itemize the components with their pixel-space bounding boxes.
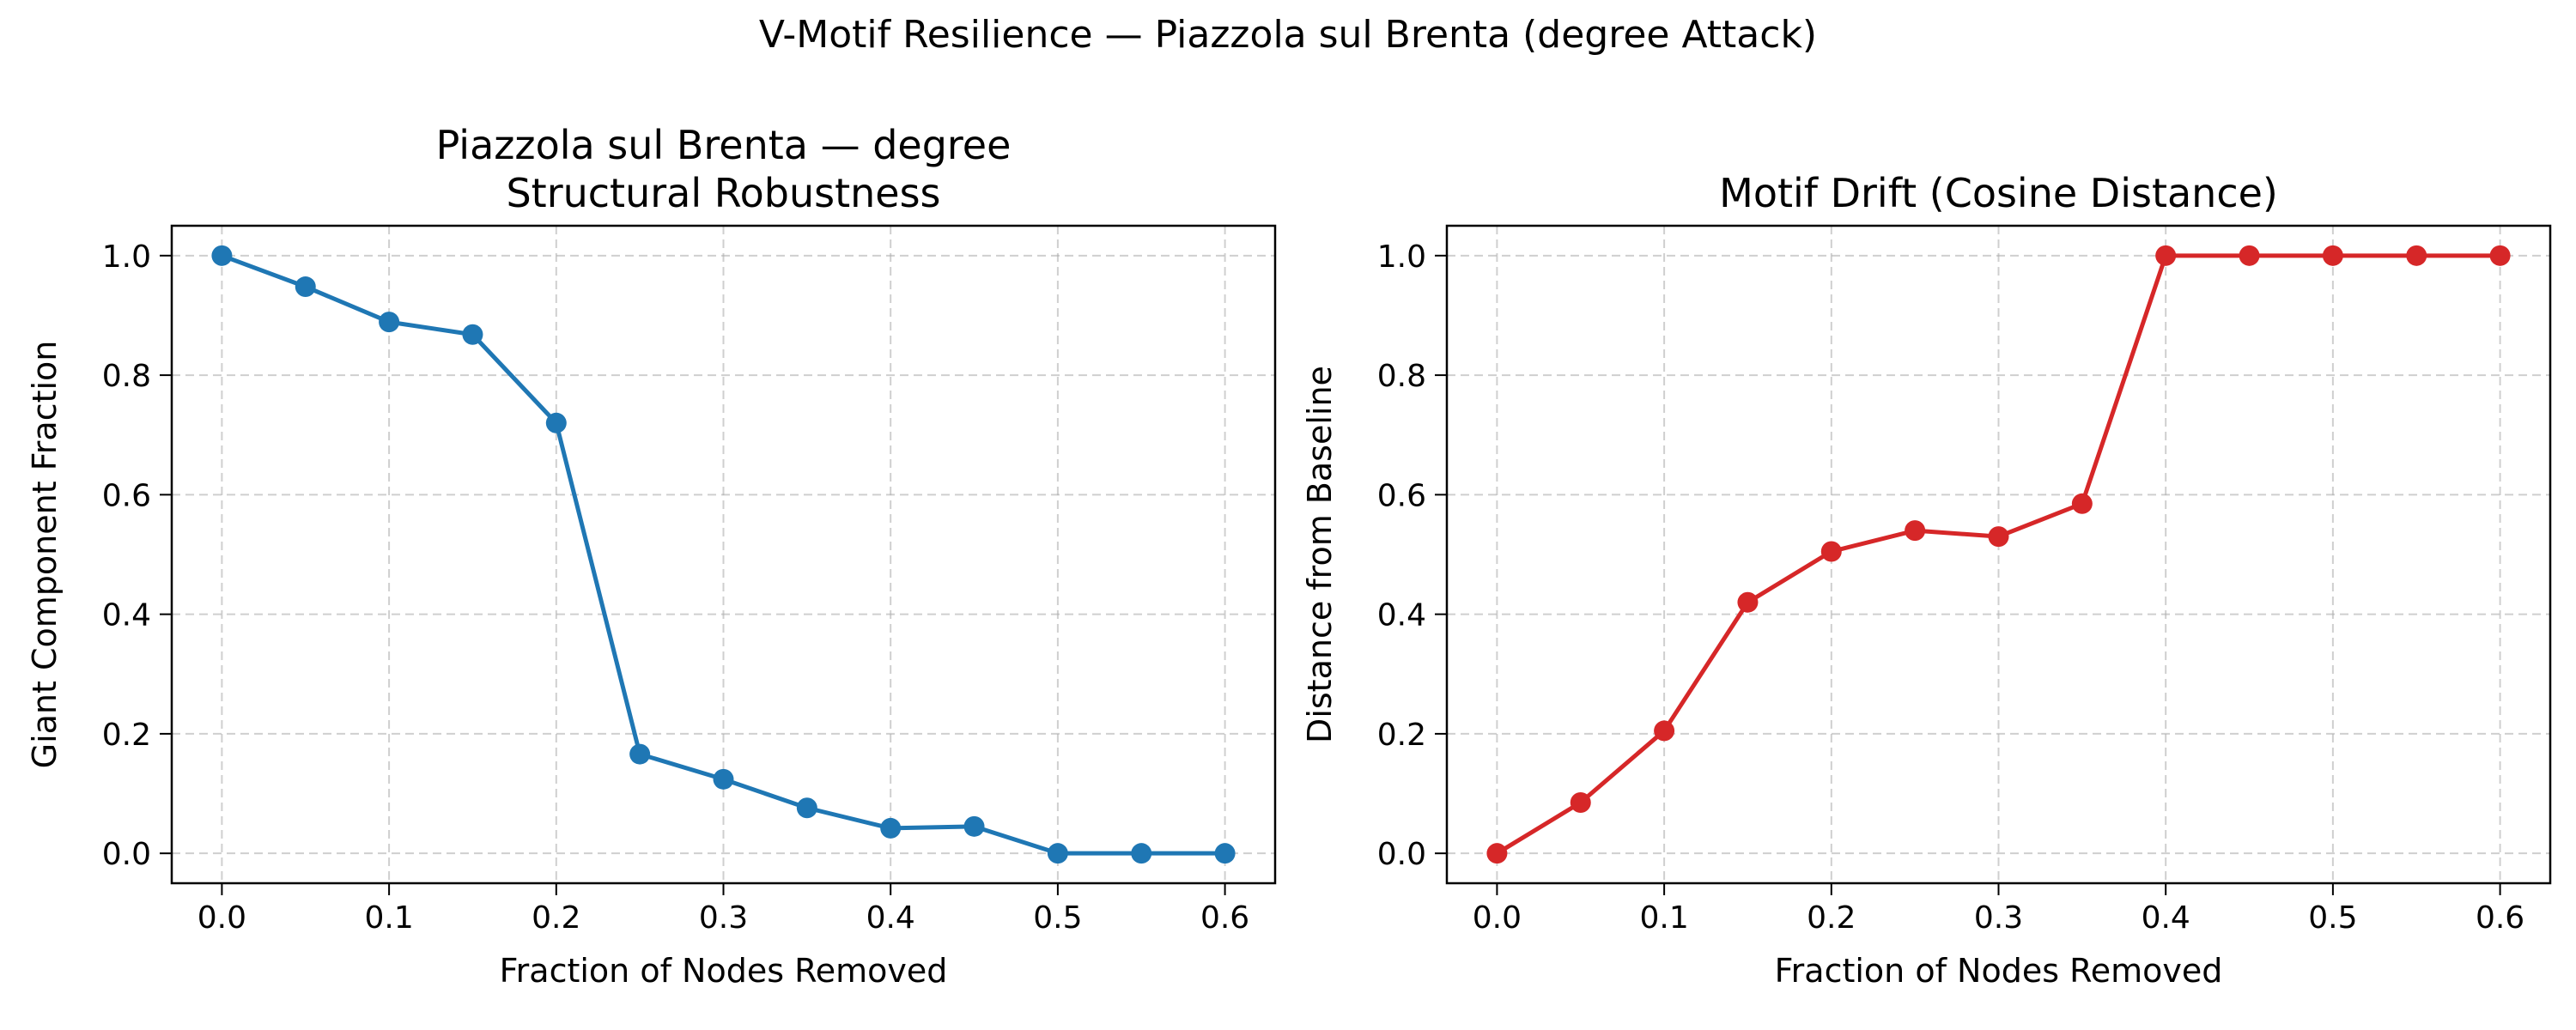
- data-point: [880, 817, 902, 839]
- x-tick-label: 0.3: [699, 900, 748, 936]
- data-point: [796, 797, 817, 819]
- data-point: [1570, 791, 1591, 813]
- y-tick-label: 0.0: [1377, 837, 1426, 872]
- data-point: [2239, 245, 2260, 266]
- data-point: [545, 412, 567, 433]
- x-tick-label: 0.6: [1200, 900, 1249, 936]
- y-axis-label: Giant Component Fraction: [26, 341, 64, 769]
- y-axis-label: Distance from Baseline: [1301, 366, 1339, 743]
- data-point: [379, 312, 400, 333]
- data-point: [1905, 520, 1926, 542]
- y-tick-label: 0.2: [1377, 718, 1426, 753]
- y-tick-label: 0.2: [102, 718, 151, 753]
- data-point: [713, 768, 734, 790]
- x-tick-label: 0.1: [1639, 900, 1688, 936]
- chart-panel-1: 0.0 0.1 0.2 0.3 0.4 0.5 0.6 0.0 0.2 0.4 0.6 0.8 1.0 F…: [26, 122, 1277, 990]
- figure-suptitle: V-Motif Resilience — Piazzola sul Brenta…: [759, 13, 1817, 57]
- plot-frame: [1445, 224, 2552, 885]
- x-tick-label: 0.4: [866, 900, 915, 936]
- data-point: [963, 815, 985, 837]
- grid: [172, 226, 1275, 883]
- x-axis-label: Fraction of Nodes Removed: [1775, 952, 2223, 990]
- y-tick-label: 0.8: [102, 359, 151, 394]
- data-point: [1988, 526, 2009, 548]
- x-tick-label: 0.5: [1033, 900, 1082, 936]
- chart-panel-2: 0.0 0.1 0.2 0.3 0.4 0.5 0.6 0.0 0.2 0.4 0.6 0.8 1.0 F…: [1301, 170, 2552, 990]
- y-tick-label: 0.4: [1377, 598, 1426, 633]
- data-point: [1737, 591, 1759, 613]
- y-tick-label: 1.0: [1377, 239, 1426, 275]
- x-tick-label: 0.2: [532, 900, 580, 936]
- data-point: [2322, 245, 2343, 266]
- chart-title: Structural Robustness: [506, 170, 940, 216]
- x-tick-label: 0.0: [1473, 900, 1522, 936]
- data-point: [295, 276, 316, 298]
- y-tick-label: 1.0: [102, 239, 151, 275]
- x-tick-label: 0.5: [2308, 900, 2357, 936]
- data-point: [1486, 843, 1508, 864]
- data-point: [1820, 541, 1842, 562]
- plot-frame: [170, 224, 1277, 885]
- x-axis-label: Fraction of Nodes Removed: [500, 952, 948, 990]
- y-tick-label: 0.8: [1377, 359, 1426, 394]
- data-point: [462, 324, 483, 345]
- x-tick-label: 0.6: [2476, 900, 2524, 936]
- y-tick-label: 0.6: [1377, 478, 1426, 513]
- y-tick-label: 0.0: [102, 837, 151, 872]
- y-tick-label: 0.4: [102, 598, 151, 633]
- chart-title: Piazzola sul Brenta — degree: [436, 122, 1012, 168]
- data-point: [2489, 245, 2511, 266]
- data-point: [1214, 843, 1236, 864]
- data-point: [2155, 245, 2177, 266]
- data-point: [1047, 843, 1068, 864]
- y-tick-label: 0.6: [102, 478, 151, 513]
- x-tick-label: 0.2: [1807, 900, 1856, 936]
- x-tick-label: 0.1: [364, 900, 413, 936]
- data-point: [2071, 493, 2093, 514]
- grid: [1447, 226, 2550, 883]
- data-point: [629, 743, 651, 765]
- x-tick-label: 0.4: [2142, 900, 2190, 936]
- x-tick-label: 0.0: [197, 900, 246, 936]
- chart-title: Motif Drift (Cosine Distance): [1719, 170, 2278, 216]
- x-tick-label: 0.3: [1974, 900, 2023, 936]
- data-point: [211, 245, 233, 266]
- data-point: [1654, 720, 1675, 742]
- data-point: [1131, 843, 1152, 864]
- data-point: [2406, 245, 2427, 266]
